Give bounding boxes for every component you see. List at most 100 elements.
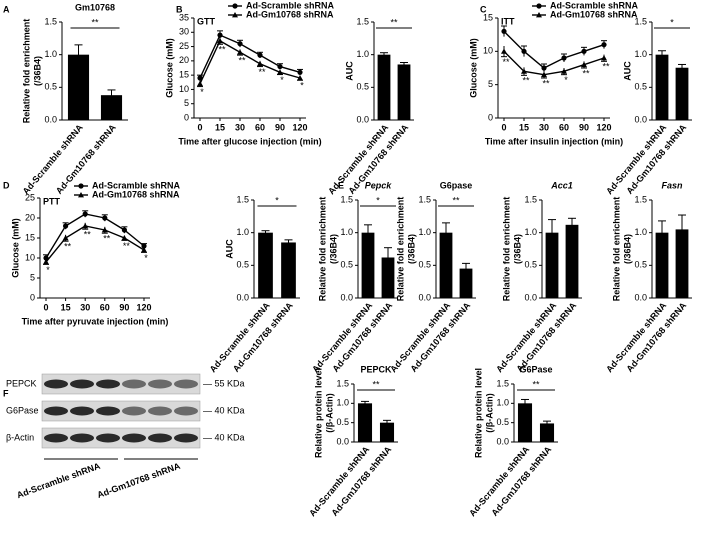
y-axis-label: (/36B4) — [622, 234, 632, 264]
marker — [141, 243, 147, 249]
panel-letter: C — [480, 4, 487, 14]
bar — [675, 67, 689, 120]
chart-title: Fasn — [661, 180, 683, 190]
protein-label: β-Actin — [6, 432, 34, 442]
y-tick-label: 1.0 — [336, 398, 349, 408]
significance-label: ** — [602, 62, 610, 72]
y-axis-label: AUC — [622, 61, 632, 81]
x-tick-label: 90 — [579, 122, 589, 132]
blot-band — [96, 433, 120, 443]
x-axis-label: Time after glucose injection (min) — [178, 136, 321, 146]
bar — [67, 54, 90, 120]
y-axis-label: Relative fold enrichment — [501, 197, 511, 302]
y-tick-label: 0.0 — [634, 292, 647, 302]
marker — [197, 80, 203, 87]
marker — [82, 223, 89, 229]
size-label: — 55 KDa — [203, 378, 245, 388]
y-tick-label: 5 — [30, 272, 35, 282]
y-tick-label: 1.5 — [418, 194, 431, 204]
panel-letter: F — [3, 388, 9, 398]
bar — [258, 232, 273, 298]
significance-label: * — [144, 253, 148, 263]
blot-band — [44, 406, 68, 416]
chart-title: Acc1 — [550, 180, 573, 190]
x-tick-label: 30 — [539, 122, 549, 132]
y-tick-label: 0.5 — [336, 417, 349, 427]
protein-label: G6Pase — [6, 405, 39, 415]
y-tick-label: 1.5 — [496, 378, 509, 388]
panel-letter: E — [338, 180, 344, 190]
marker — [536, 12, 542, 18]
marker — [541, 71, 547, 78]
y-tick-label: 10 — [483, 46, 493, 56]
y-tick-label: 1.0 — [44, 49, 57, 59]
marker — [601, 42, 607, 48]
y-tick-label: 0 — [488, 112, 493, 122]
legend-label: Ad-Gm10768 shRNA — [246, 9, 334, 19]
x-tick-label: 15 — [519, 122, 529, 132]
significance-label: ** — [64, 242, 72, 252]
y-tick-label: 15 — [483, 12, 493, 22]
y-tick-label: 0.0 — [336, 436, 349, 446]
x-tick-label: 60 — [559, 122, 569, 132]
bar — [379, 422, 395, 442]
marker — [237, 41, 243, 47]
significance-label: ** — [84, 230, 92, 240]
blot-band — [122, 406, 146, 416]
size-label: — 40 KDa — [203, 432, 245, 442]
y-tick-label: 5 — [184, 98, 189, 108]
y-tick-label: 0.5 — [634, 260, 647, 270]
x-tick-label: 120 — [136, 302, 151, 312]
y-tick-label: 35 — [179, 12, 189, 22]
bar — [381, 257, 395, 298]
significance-label: * — [200, 87, 204, 97]
legend-label: Ad-Scramble shRNA — [92, 180, 181, 190]
y-tick-label: 25 — [25, 192, 35, 202]
blot-membrane — [41, 373, 201, 395]
x-axis-label: Time after pyruvate injection (min) — [22, 316, 169, 326]
significance-label: ** — [123, 241, 131, 251]
blot-band — [122, 379, 146, 389]
y-tick-label: 30 — [179, 27, 189, 37]
marker — [121, 235, 128, 241]
marker — [501, 28, 507, 34]
y-tick-label: 1.5 — [44, 16, 57, 26]
x-axis-label: Time after insulin injection (min) — [485, 136, 623, 146]
bar — [655, 232, 669, 298]
legend-label: Ad-Scramble shRNA — [246, 0, 335, 10]
legend-label: Ad-Scramble shRNA — [550, 0, 639, 10]
y-tick-label: 1.0 — [496, 398, 509, 408]
y-axis-label: Glucose (mM) — [468, 38, 478, 98]
y-tick-label: 0.5 — [356, 82, 369, 92]
significance-label: * — [46, 265, 50, 275]
x-tick-label: 30 — [235, 122, 245, 132]
marker — [141, 247, 147, 253]
y-tick-label: 1.5 — [634, 16, 647, 26]
x-tick-label: 15 — [61, 302, 71, 312]
y-tick-label: 0.5 — [634, 82, 647, 92]
marker — [232, 3, 238, 9]
y-tick-label: 10 — [179, 84, 189, 94]
chart-title: Pepck — [365, 180, 393, 190]
y-axis-label: Relative protein level — [313, 368, 323, 458]
y-tick-label: 10 — [25, 252, 35, 262]
marker — [277, 63, 283, 70]
y-axis-label: (/β-Actin) — [484, 393, 494, 433]
y-tick-label: 0.5 — [496, 417, 509, 427]
marker — [101, 227, 108, 233]
chart-title: Gm10768 — [75, 2, 115, 12]
marker — [536, 3, 542, 9]
bar — [545, 232, 559, 298]
marker — [78, 192, 84, 198]
significance-label: ** — [582, 68, 590, 78]
y-tick-label: 0.0 — [496, 436, 509, 446]
y-tick-label: 20 — [179, 55, 189, 65]
y-tick-label: 0.0 — [418, 292, 431, 302]
y-axis-label: (/36B4) — [406, 234, 416, 264]
marker — [501, 48, 507, 54]
significance-label: * — [300, 81, 304, 91]
y-tick-label: 1.0 — [634, 227, 647, 237]
x-tick-label: 0 — [501, 122, 506, 132]
x-tick-label: 60 — [255, 122, 265, 132]
series-line — [503, 50, 605, 76]
